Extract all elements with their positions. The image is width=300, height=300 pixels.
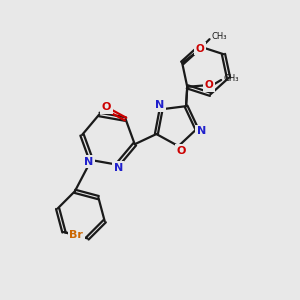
Text: O: O <box>177 146 186 156</box>
Text: N: N <box>196 126 206 136</box>
Text: O: O <box>196 44 204 54</box>
Text: N: N <box>84 157 93 166</box>
Text: CH₃: CH₃ <box>212 32 227 41</box>
Text: N: N <box>113 163 123 173</box>
Text: CH₃: CH₃ <box>224 74 239 83</box>
Text: O: O <box>205 80 214 90</box>
Text: N: N <box>155 100 164 110</box>
Text: Br: Br <box>70 230 83 240</box>
Text: O: O <box>102 102 111 112</box>
